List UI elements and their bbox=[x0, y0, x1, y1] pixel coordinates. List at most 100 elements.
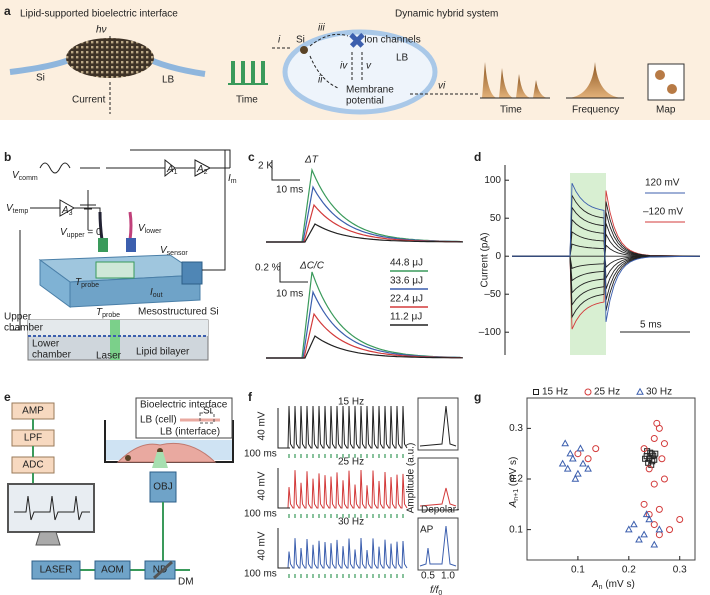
point bbox=[579, 459, 587, 467]
label-tail: (mV s) bbox=[603, 579, 635, 590]
spectrum bbox=[419, 525, 457, 567]
label-main: A bbox=[508, 500, 519, 508]
label-tail: (mV s) bbox=[508, 457, 519, 489]
voltage-trace bbox=[286, 405, 408, 449]
label: d bbox=[474, 150, 481, 164]
time-peak bbox=[482, 62, 498, 98]
spectrum bbox=[419, 405, 457, 447]
cell bbox=[282, 29, 438, 115]
voltage-trace bbox=[286, 537, 408, 569]
label-sub: out bbox=[153, 292, 163, 299]
monitor-stand bbox=[35, 531, 61, 546]
y-tick-label: 0.3 bbox=[509, 423, 523, 434]
module-label: AMP bbox=[22, 406, 44, 417]
si-box bbox=[199, 412, 215, 424]
sensor bbox=[181, 261, 203, 285]
x: 10 ms bbox=[276, 185, 303, 196]
point bbox=[563, 464, 572, 472]
x-tick-label: 1.0 bbox=[441, 571, 455, 582]
point bbox=[649, 458, 656, 465]
scale-label: 100 ms bbox=[244, 449, 277, 460]
plot-frame bbox=[526, 397, 696, 561]
cell-lb: LB bbox=[396, 53, 409, 64]
lb-cell: LB (cell) bbox=[140, 415, 177, 426]
scale-bar bbox=[277, 468, 290, 509]
ion-channel bbox=[349, 32, 365, 48]
legend-label: 25 Hz bbox=[594, 387, 620, 398]
point bbox=[642, 510, 651, 518]
left-title: Lipid-supported bioelectric interface bbox=[20, 9, 178, 20]
map-spot bbox=[667, 84, 677, 94]
point bbox=[645, 465, 653, 473]
label-sub: 2 bbox=[204, 169, 208, 176]
point bbox=[655, 525, 664, 533]
ap: AP bbox=[420, 525, 434, 536]
scale-label: 100 ms bbox=[244, 569, 277, 580]
outputs: Frequency bbox=[572, 105, 619, 116]
upper-chamber: chamber bbox=[4, 323, 44, 334]
si: Si bbox=[203, 406, 212, 417]
y-tick-label: 50 bbox=[490, 213, 502, 224]
label: f bbox=[248, 390, 253, 404]
point bbox=[630, 520, 638, 528]
label-sub: m bbox=[231, 178, 237, 185]
t-probe: Tprobe bbox=[75, 277, 99, 289]
time: Time bbox=[236, 95, 258, 106]
point bbox=[584, 464, 592, 472]
a2: A2 bbox=[196, 164, 208, 176]
point bbox=[558, 459, 567, 467]
lower-chamber: chamber bbox=[32, 350, 72, 361]
frequency-label: 15 Hz bbox=[338, 397, 364, 408]
module-label: LPF bbox=[24, 433, 42, 444]
label-sub: sensor bbox=[167, 250, 189, 257]
v-neg: –120 mV bbox=[643, 207, 683, 218]
laser-path bbox=[80, 502, 190, 571]
label-sub: temp bbox=[13, 208, 29, 215]
point bbox=[660, 475, 668, 483]
circuit bbox=[80, 149, 231, 178]
scale-bar bbox=[277, 528, 290, 569]
delta-c: ΔC/C bbox=[299, 261, 325, 272]
spectrum bbox=[419, 487, 457, 507]
i-m: Im bbox=[228, 173, 237, 185]
depolar: Depolar- bbox=[421, 505, 459, 516]
chamber bbox=[95, 261, 135, 279]
point bbox=[648, 461, 655, 468]
point bbox=[655, 531, 663, 539]
frequency-label: 25 Hz bbox=[338, 457, 364, 468]
x-tick-label: 0.5 bbox=[421, 571, 435, 582]
amp-label: Amplitude (a.u.) bbox=[406, 443, 417, 514]
time-peak bbox=[516, 74, 532, 98]
laser-beam bbox=[110, 320, 120, 360]
point bbox=[635, 535, 643, 543]
label-sub: probe bbox=[102, 312, 120, 319]
steps: iii bbox=[318, 23, 325, 34]
legend-marker bbox=[533, 389, 539, 395]
label-main: A bbox=[61, 205, 69, 216]
point bbox=[642, 455, 649, 462]
point bbox=[650, 540, 659, 548]
v-pos: 120 mV bbox=[645, 178, 680, 189]
label: a bbox=[4, 4, 11, 18]
electrode bbox=[126, 238, 136, 252]
label-main: T bbox=[96, 307, 103, 318]
spectrum-box bbox=[417, 397, 459, 451]
label-tail: /f bbox=[432, 585, 440, 595]
point bbox=[645, 510, 653, 518]
a3: A3 bbox=[61, 205, 73, 217]
dm: DM bbox=[178, 577, 194, 588]
light-pulses bbox=[228, 61, 268, 85]
monitor-trace bbox=[14, 495, 90, 521]
scale-label: 40 mV bbox=[257, 471, 268, 500]
map-box bbox=[647, 63, 685, 101]
optic-box bbox=[31, 560, 81, 580]
arrow-iii bbox=[309, 33, 349, 47]
sine-wave bbox=[39, 162, 71, 174]
xlabel: f/f0 bbox=[430, 585, 442, 595]
scale-label: 100 ms bbox=[244, 509, 277, 520]
x-tick-label: 0.2 bbox=[622, 565, 636, 576]
time-peak bbox=[533, 80, 549, 98]
map-spot bbox=[655, 70, 665, 80]
wire-lower bbox=[128, 211, 133, 241]
